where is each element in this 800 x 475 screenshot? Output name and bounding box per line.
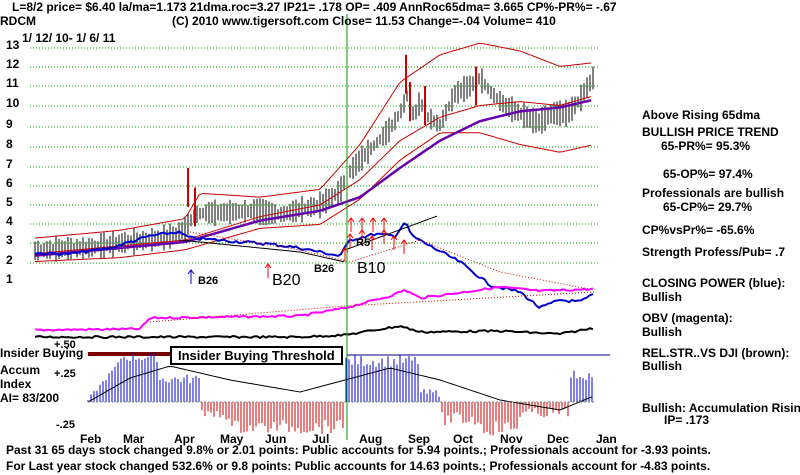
signal-b10: B10 [357, 260, 386, 277]
signal-arrow-head [369, 217, 377, 223]
signal-arrow-head [358, 217, 366, 223]
price-label: 7 [6, 157, 13, 171]
relative-strength-line [34, 325, 594, 340]
signal-b26: B26 [314, 263, 335, 275]
trendline [344, 215, 438, 251]
month-label: May [220, 432, 244, 446]
header-stats: L=8/2 price= $6.40 la/ma=1.173 21dma.roc… [12, 0, 617, 14]
price-label: 6 [6, 176, 13, 190]
date-range: 1/ 12/ 10- 1/ 6/ 11 [22, 31, 116, 45]
signal-arrow-head [390, 235, 398, 241]
signal-b26: B26 [198, 275, 219, 287]
upper-band [34, 42, 592, 239]
accumulation-moving-average [87, 365, 593, 411]
price-label: 5 [6, 195, 13, 209]
price-label: 1 [6, 272, 13, 286]
obv-label: OBV (magenta): [642, 311, 733, 325]
signal-arrow-head [187, 269, 195, 275]
month-label: Apr [174, 432, 195, 446]
header-copyright-close: (C) 2010 www.tigersoft.com Close= 11.53 … [172, 14, 556, 28]
plus50-label: +.50 [54, 339, 76, 351]
bullish-price-trend: BULLISH PRICE TREND [642, 125, 779, 139]
month-label: Oct [453, 432, 474, 446]
moving-average-21dma [34, 96, 592, 255]
signal-arrow-head [347, 217, 355, 223]
month-label: Aug [359, 432, 383, 446]
closing-power-value: Bullish [642, 290, 683, 304]
obv-line [34, 285, 594, 332]
insider-threshold-label: Insider Buying Threshold [170, 346, 343, 365]
price-label: 13 [6, 38, 20, 52]
month-label: Jun [265, 432, 287, 446]
ip-value: IP= .173 [664, 413, 710, 427]
price-label: 9 [6, 117, 13, 131]
accumulation-rising: Bullish: Accumulation Rising [642, 401, 800, 415]
signal-arrow-head [380, 217, 388, 223]
signal-arrow-head [368, 235, 376, 241]
price-label: 12 [6, 57, 20, 71]
cp-vs-pr: CP%vsPr%= -65.6% [642, 223, 755, 237]
index-label: Index [0, 377, 32, 391]
op-percent: 65-OP%= 97.4% [663, 167, 753, 181]
month-label: Sep [408, 432, 431, 446]
signal-arrow-head [400, 239, 408, 245]
month-label: Jul [312, 432, 330, 446]
signal-arrow-head [346, 233, 354, 239]
above-rising-65dma: Above Rising 65dma [642, 108, 761, 122]
pr-percent: 65-PR%= 95.3% [661, 139, 751, 153]
plus25-label: +.25 [54, 368, 76, 380]
insider-buying-label: Insider Buying [0, 346, 84, 360]
price-label: 8 [6, 137, 13, 151]
month-label: Nov [500, 432, 523, 446]
ai-label: AI= 83/200 [0, 391, 60, 405]
cp-moving-average [189, 231, 591, 290]
trendline [179, 239, 345, 263]
price-label: 10 [6, 96, 20, 110]
month-label: Dec [547, 432, 570, 446]
minus25-label: -.25 [56, 419, 75, 431]
price-label: 11 [6, 76, 19, 90]
professionals-status: Professionals are bullish [642, 186, 785, 200]
relstr-value: Bullish [642, 359, 683, 373]
obv-moving-average [149, 291, 595, 323]
month-label: Mar [123, 432, 145, 446]
signal-r5: R5 [356, 237, 371, 249]
strength-profess-pub: Strength Profess/Pub= .7 [642, 245, 786, 259]
relstr-label: REL.STR..VS DJI (brown): [642, 346, 790, 360]
month-label: Jan [596, 432, 617, 446]
price-label: 2 [6, 253, 13, 267]
footer-last-year: For Last year stock changed 532.6% or 9.… [6, 459, 711, 473]
closing-power-label: CLOSING POWER (blue): [642, 276, 786, 290]
signal-arrow-head [264, 263, 272, 269]
accum-label: Accum [0, 363, 41, 377]
lower-band [34, 132, 592, 262]
cp-percent: 65-CP%= 29.7% [663, 200, 753, 214]
month-label: Feb [80, 432, 102, 446]
footer-past-65-days: Past 31 65 days stock changed 9.8% or 2.… [6, 443, 711, 457]
signal-b20: B20 [272, 272, 301, 289]
moving-average-65dma [34, 99, 592, 257]
price-label: 3 [6, 233, 13, 247]
price-label: 4 [6, 214, 13, 228]
ticker-symbol: RDCM [0, 14, 36, 28]
obv-value: Bullish [642, 325, 683, 339]
